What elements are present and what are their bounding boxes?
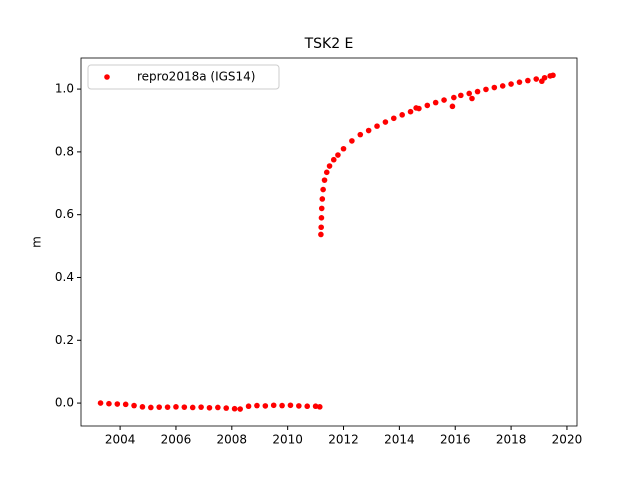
data-point [399, 112, 405, 118]
data-point [231, 405, 238, 412]
data-point [206, 404, 213, 411]
data-point [491, 84, 498, 91]
data-point [525, 77, 531, 84]
data-point [296, 403, 302, 409]
x-tick-label: 2010 [272, 433, 303, 447]
data-point [279, 402, 285, 409]
data-point [335, 152, 341, 158]
data-point [131, 402, 137, 409]
data-point [223, 405, 230, 411]
data-point [215, 404, 221, 411]
data-point [148, 404, 154, 411]
chart-title: TSK2 E [304, 36, 354, 52]
data-point [357, 131, 364, 138]
data-point [114, 401, 121, 407]
data-point [304, 403, 311, 410]
data-point [326, 163, 333, 169]
data-point [330, 156, 337, 163]
x-tick-label: 2016 [440, 433, 471, 447]
x-tick-label: 2014 [384, 433, 415, 447]
data-point [318, 215, 325, 221]
data-point [432, 99, 439, 106]
data-point [424, 102, 431, 109]
data-point [270, 402, 277, 409]
data-point [245, 403, 252, 410]
x-tick-label: 2004 [105, 433, 136, 447]
data-point [458, 92, 464, 99]
data-point [237, 406, 243, 412]
x-tick-label: 2012 [328, 433, 359, 447]
data-point [181, 404, 188, 410]
data-point [550, 72, 556, 79]
data-point [407, 108, 414, 115]
y-tick-label: 0.0 [55, 396, 74, 410]
data-point [365, 127, 372, 134]
data-point [287, 402, 294, 409]
data-point [340, 145, 347, 152]
data-point [173, 404, 179, 410]
data-point [541, 74, 548, 81]
data-point [189, 404, 196, 411]
y-tick-label: 0.2 [55, 333, 74, 347]
y-axis-label: m [30, 236, 44, 248]
data-point [466, 90, 472, 97]
data-point [474, 88, 481, 95]
data-point [312, 403, 319, 410]
legend-box [87, 64, 280, 90]
x-tick-label: 2020 [552, 433, 583, 447]
data-point [198, 404, 204, 410]
data-point [533, 76, 540, 82]
data-point [508, 81, 514, 87]
legend-label: repro2018a (IGS14) [137, 70, 255, 84]
data-point [441, 97, 447, 103]
data-point [382, 119, 389, 125]
data-point [318, 231, 324, 238]
x-tick-label: 2018 [496, 433, 527, 447]
legend-marker [104, 74, 110, 80]
data-point [449, 103, 456, 110]
y-tick-label: 0.6 [55, 207, 74, 221]
data-point [156, 404, 162, 410]
data-point [469, 95, 475, 102]
data-point [106, 400, 112, 407]
x-tick-label: 2006 [161, 433, 192, 447]
data-point [164, 404, 171, 410]
x-tick-label: 2008 [217, 433, 248, 447]
plot-frame [80, 57, 578, 427]
data-point [262, 403, 269, 409]
data-point [321, 177, 328, 183]
y-tick-label: 1.0 [55, 82, 74, 96]
data-point [319, 196, 326, 202]
data-point [320, 186, 326, 193]
data-point [316, 404, 323, 410]
data-point [318, 205, 325, 212]
data-point [349, 138, 355, 144]
data-point [499, 83, 506, 89]
data-point [139, 404, 146, 410]
data-point [390, 115, 397, 122]
data-point [516, 79, 523, 85]
data-point [254, 402, 260, 409]
y-tick-label: 0.4 [55, 270, 74, 284]
data-point [374, 123, 380, 129]
data-point [97, 400, 104, 406]
data-point [122, 401, 129, 408]
data-point [451, 94, 457, 101]
y-tick-label: 0.8 [55, 144, 74, 158]
data-point [318, 224, 324, 231]
data-point [416, 105, 422, 112]
data-point [323, 169, 330, 176]
data-point [483, 86, 489, 93]
